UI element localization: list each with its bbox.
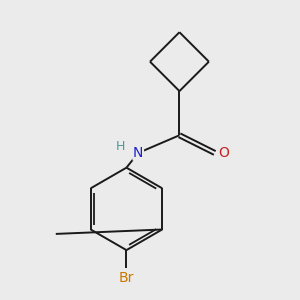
Text: O: O xyxy=(218,146,229,160)
Text: Br: Br xyxy=(119,271,134,285)
Text: N: N xyxy=(133,146,143,160)
Text: H: H xyxy=(116,140,125,153)
